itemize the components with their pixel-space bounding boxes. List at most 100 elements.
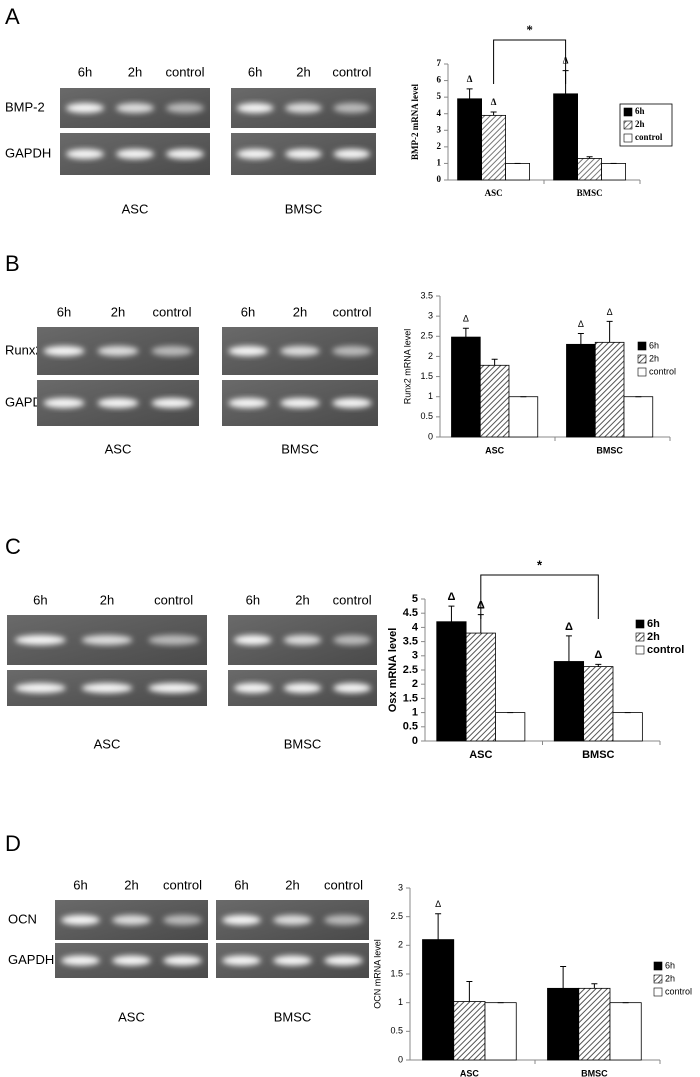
group-label: ASC bbox=[122, 201, 149, 216]
annotation: Δ bbox=[565, 621, 573, 633]
lane-label: control bbox=[324, 877, 363, 892]
y-tick-label: 6 bbox=[437, 75, 442, 85]
bar bbox=[508, 396, 539, 438]
gel-band bbox=[14, 635, 66, 645]
gene-label: GAPDH bbox=[5, 145, 51, 160]
error-bar bbox=[606, 320, 613, 343]
y-tick-label: 0 bbox=[398, 1054, 403, 1064]
gel-band bbox=[14, 683, 66, 693]
panel-letter: C bbox=[5, 534, 21, 559]
y-tick-label: 0.5 bbox=[420, 411, 433, 421]
legend-swatch bbox=[637, 354, 647, 364]
chart: 0 0.5 1 1.5 2 2.5 3 3.5 Runx2 mRNA level ASC BMSC Δ… bbox=[402, 290, 676, 455]
gel-band bbox=[283, 635, 322, 645]
gel-band bbox=[228, 346, 268, 356]
legend-swatch bbox=[653, 974, 663, 984]
gel-band bbox=[43, 398, 85, 408]
gel-band bbox=[332, 346, 372, 356]
group-label: ASC bbox=[105, 441, 132, 456]
gel-band bbox=[66, 103, 104, 113]
panel-letter: A bbox=[5, 4, 20, 29]
lane-label: 2h bbox=[128, 64, 142, 79]
legend-label: 6h bbox=[665, 960, 675, 970]
legend-swatch bbox=[635, 632, 645, 642]
error-bar bbox=[565, 635, 572, 662]
x-tick-label: ASC bbox=[460, 1068, 480, 1077]
legend-label: 6h bbox=[635, 106, 645, 116]
error-bar bbox=[560, 966, 567, 989]
legend-label: control bbox=[647, 644, 684, 656]
annotation: Δ bbox=[607, 307, 613, 317]
error-bar bbox=[586, 156, 593, 159]
y-tick-label: 5 bbox=[412, 593, 418, 605]
bar bbox=[505, 163, 531, 181]
y-tick-label: 2 bbox=[398, 940, 403, 950]
y-tick-label: 2 bbox=[412, 678, 418, 690]
gel-band bbox=[61, 955, 100, 966]
annotation: Δ bbox=[435, 899, 441, 909]
gel-band bbox=[236, 149, 274, 159]
y-tick-label: 3 bbox=[398, 882, 403, 892]
y-tick-label: 1 bbox=[398, 997, 403, 1007]
gel-band bbox=[236, 103, 274, 113]
group-label: BMSC bbox=[281, 441, 319, 456]
gel-band bbox=[81, 683, 133, 693]
annotation: Δ bbox=[467, 74, 473, 84]
bar bbox=[578, 987, 611, 1061]
lane-label: 2h bbox=[295, 592, 309, 607]
bar bbox=[612, 712, 643, 742]
legend-swatch bbox=[653, 961, 663, 971]
error-bar bbox=[448, 605, 455, 622]
bar bbox=[465, 632, 496, 742]
y-tick-label: 4.5 bbox=[403, 607, 418, 619]
y-tick-label: 0.5 bbox=[390, 1026, 403, 1036]
y-tick-label: 1 bbox=[412, 707, 418, 719]
bar bbox=[601, 163, 626, 181]
gel-band bbox=[333, 103, 371, 113]
gel-band bbox=[332, 398, 372, 408]
gel-band bbox=[333, 149, 371, 159]
y-tick-label: 0 bbox=[437, 174, 442, 184]
y-tick-label: 2 bbox=[437, 141, 442, 151]
bar bbox=[495, 712, 526, 742]
legend-label: 6h bbox=[649, 340, 659, 350]
gene-label: BMP-2 bbox=[5, 99, 45, 114]
gel-band bbox=[66, 149, 104, 159]
y-tick-label: 4 bbox=[412, 621, 419, 633]
legend-swatch bbox=[623, 133, 633, 143]
group-label: BMSC bbox=[284, 736, 322, 751]
gel-band bbox=[324, 955, 363, 966]
x-tick-label: BMSC bbox=[582, 749, 614, 761]
y-tick-label: 3.5 bbox=[420, 290, 433, 300]
chart: 0 0.5 1 1.5 2 2.5 3 OCN mRNA level ASC BMSC Δ 6h 2h c… bbox=[372, 882, 692, 1077]
y-tick-label: 0.5 bbox=[403, 721, 418, 733]
legend-swatch bbox=[623, 107, 633, 117]
bar bbox=[422, 939, 455, 1061]
bar bbox=[577, 158, 602, 181]
y-tick-label: 2.5 bbox=[390, 911, 403, 921]
gene-label: OCN bbox=[8, 911, 37, 926]
gel-band bbox=[233, 635, 272, 645]
y-axis-label: Runx2 mRNA level bbox=[402, 329, 412, 405]
gel-band bbox=[273, 955, 312, 966]
gel-band bbox=[97, 346, 139, 356]
y-tick-label: 3 bbox=[428, 311, 433, 321]
gel-band bbox=[116, 149, 154, 159]
y-tick-label: 1.5 bbox=[420, 371, 433, 381]
gel-band bbox=[163, 915, 202, 925]
y-tick-label: 1.5 bbox=[390, 968, 403, 978]
legend-label: control bbox=[635, 132, 663, 142]
bar bbox=[481, 114, 507, 181]
gel-band bbox=[43, 346, 85, 356]
gel-band bbox=[148, 683, 200, 693]
legend-swatch bbox=[635, 645, 645, 655]
error-bar bbox=[591, 983, 598, 989]
bar bbox=[583, 666, 614, 742]
gel-band bbox=[112, 915, 151, 925]
gel-band bbox=[283, 683, 322, 693]
x-tick-label: ASC bbox=[485, 188, 503, 198]
gel-band bbox=[151, 398, 193, 408]
